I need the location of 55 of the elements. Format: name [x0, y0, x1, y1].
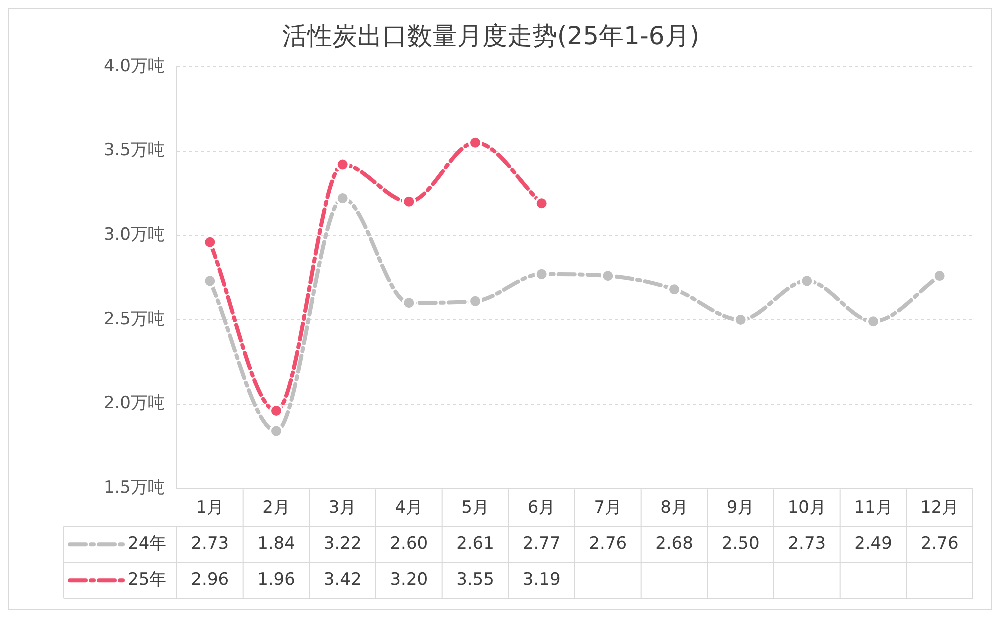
- data-label: 2.76: [589, 534, 628, 554]
- data-label: 2.50: [722, 534, 760, 554]
- legend-label: 25年: [128, 570, 167, 590]
- y-tick-label: 2.0万吨: [104, 394, 165, 414]
- x-tick-label: 5月: [462, 498, 490, 518]
- x-tick-label: 4月: [395, 498, 424, 518]
- point: [668, 282, 682, 297]
- data-label: 2.76: [920, 534, 959, 554]
- data-label: 2.60: [390, 534, 428, 554]
- x-tick-label: 2月: [262, 498, 290, 518]
- x-tick-label: 7月: [594, 498, 622, 518]
- x-tick-label: 3月: [328, 498, 357, 518]
- data-label: 3.20: [390, 570, 428, 590]
- x-tick-label: 6月: [528, 498, 556, 518]
- data-label: 2.49: [854, 534, 892, 554]
- chart-title: 活性炭出口数量月度走势(25年1-6月): [282, 22, 700, 50]
- point: [534, 196, 549, 211]
- data-label: 3.19: [522, 570, 561, 590]
- y-tick-label: 3.5万吨: [104, 140, 165, 161]
- legend-label: 24年: [128, 534, 167, 554]
- point: [203, 274, 218, 288]
- data-label: 2.77: [522, 534, 561, 554]
- x-tick-label: 10月: [788, 498, 826, 518]
- data-label: 3.22: [324, 534, 362, 554]
- x-tick-label: 11月: [854, 498, 893, 518]
- y-tick-label: 2.5万吨: [104, 309, 165, 330]
- y-tick-label: 4.0万吨: [104, 56, 165, 76]
- x-tick-label: 8月: [660, 498, 688, 518]
- y-tick-label: 1.5万吨: [104, 478, 165, 498]
- data-label: 2.73: [191, 534, 230, 554]
- data-label: 2.73: [788, 534, 826, 554]
- data-label: 3.42: [324, 570, 362, 590]
- point: [468, 136, 482, 150]
- point: [800, 274, 814, 288]
- x-tick-label: 1月: [196, 498, 224, 518]
- data-label: 2.68: [656, 534, 694, 554]
- point: [336, 158, 350, 172]
- data-label: 2.96: [191, 570, 230, 590]
- point: [468, 294, 482, 308]
- point: [932, 269, 947, 284]
- data-label: 2.61: [456, 534, 494, 554]
- point: [534, 267, 549, 282]
- data-label: 1.84: [258, 534, 296, 554]
- x-tick-label: 9月: [726, 498, 755, 518]
- x-tick-label: 12月: [920, 498, 960, 518]
- point: [336, 192, 350, 206]
- point: [402, 194, 416, 209]
- point: [203, 235, 218, 250]
- data-label: 3.55: [456, 570, 494, 590]
- point: [270, 424, 284, 438]
- y-tick-label: 3.0万吨: [104, 225, 165, 246]
- data-label: 1.96: [258, 570, 296, 590]
- point: [601, 269, 616, 284]
- point: [402, 296, 416, 310]
- point: [866, 314, 880, 329]
